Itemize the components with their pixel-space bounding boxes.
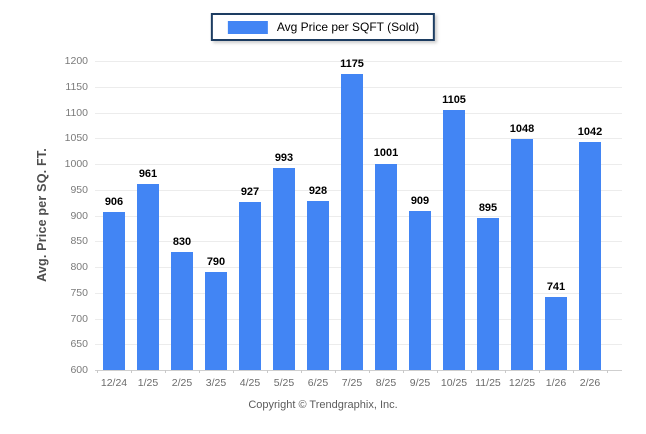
bar-value-label: 961	[138, 168, 158, 181]
bar-value-label: 928	[308, 185, 328, 198]
x-axis-tick	[301, 370, 302, 373]
x-tick-label: 2/26	[579, 377, 601, 389]
x-tick-label: 12/25	[508, 377, 536, 389]
x-tick-label: 11/25	[475, 377, 501, 389]
x-axis-tick	[505, 370, 506, 373]
plot-area: 600 650 700 750 800 850 900 950 1000 1050 1100 1150…	[65, 55, 622, 389]
bar-value-label: 741	[546, 281, 566, 294]
x-axis-tick	[267, 370, 268, 373]
bar	[545, 297, 567, 370]
bar-value-label: 906	[104, 196, 124, 209]
bar	[205, 272, 227, 370]
bar-value-label: 1175	[340, 57, 364, 70]
y-tick-label: 900	[70, 209, 88, 222]
y-tick-label: 650	[70, 338, 88, 351]
y-tick-label: 950	[70, 183, 88, 196]
x-tick-label: 1/26	[545, 377, 567, 389]
y-tick-label: 1200	[64, 55, 88, 67]
y-tick-label: 1000	[64, 158, 88, 170]
y-tick-label: 700	[70, 312, 88, 325]
bar	[273, 167, 295, 370]
x-axis-tick	[437, 370, 438, 373]
x-tick-label: 2/25	[171, 377, 193, 389]
x-tick-label: 12/24	[100, 377, 128, 389]
bar-value-label: 830	[172, 235, 192, 248]
bar-value-label: 1042	[577, 126, 603, 139]
y-axis-title: Avg. Price per SQ. FT.	[35, 148, 49, 282]
y-tick-label: 1150	[65, 80, 88, 93]
y-tick-label: 850	[70, 235, 88, 248]
legend-label: Avg Price per SQFT (Sold)	[276, 20, 420, 34]
x-tick-label: 8/25	[375, 377, 397, 389]
bar	[171, 251, 193, 370]
bar	[307, 201, 329, 370]
gridline	[95, 61, 622, 62]
bar-value-label: 1105	[442, 93, 466, 106]
x-axis-tick	[369, 370, 370, 373]
x-axis-tick	[165, 370, 166, 373]
bar	[409, 210, 431, 370]
x-axis-tick	[607, 370, 608, 373]
legend-swatch-icon	[227, 20, 268, 34]
x-tick-label: 5/25	[273, 377, 295, 389]
bar	[239, 201, 261, 370]
x-axis-tick	[97, 370, 98, 373]
x-tick-label: 7/25	[341, 377, 363, 389]
x-tick-label: 6/25	[307, 377, 329, 389]
y-tick-label: 800	[70, 261, 88, 273]
x-axis-tick	[233, 370, 234, 373]
x-axis-tick	[199, 370, 200, 373]
bar	[137, 184, 159, 370]
x-tick-label: 3/25	[205, 377, 227, 389]
bar-value-label: 1001	[373, 147, 399, 160]
copyright-text: Copyright © Trendgraphix, Inc.	[248, 399, 398, 411]
x-axis-tick	[573, 370, 574, 373]
x-tick-label: 4/25	[239, 377, 261, 389]
bar	[511, 139, 533, 370]
bar-value-label: 790	[206, 256, 226, 269]
bar	[375, 163, 397, 370]
bar	[103, 212, 125, 370]
bar-value-label: 1048	[509, 123, 535, 136]
bar	[579, 142, 601, 370]
x-axis-tick	[471, 370, 472, 373]
bar-value-label: 895	[478, 202, 498, 215]
x-tick-label: 1/25	[137, 377, 159, 389]
x-tick-label: 9/25	[409, 377, 431, 389]
y-tick-label: 750	[70, 286, 88, 299]
bar-value-label: 927	[240, 185, 260, 198]
y-tick-label: 1100	[65, 106, 88, 119]
y-tick-label: 1050	[64, 132, 88, 145]
x-axis-tick	[335, 370, 336, 373]
x-axis-tick	[131, 370, 132, 373]
x-tick-label: 10/25	[440, 377, 468, 389]
bar-value-label: 909	[410, 194, 430, 207]
legend: Avg Price per SQFT (Sold)	[210, 13, 436, 41]
bar	[341, 73, 363, 370]
bar	[477, 218, 499, 370]
x-axis-tick	[403, 370, 404, 373]
bar	[443, 109, 465, 370]
y-tick-label: 600	[70, 364, 88, 376]
bar-value-label: 993	[274, 151, 294, 164]
x-axis-tick	[539, 370, 540, 373]
